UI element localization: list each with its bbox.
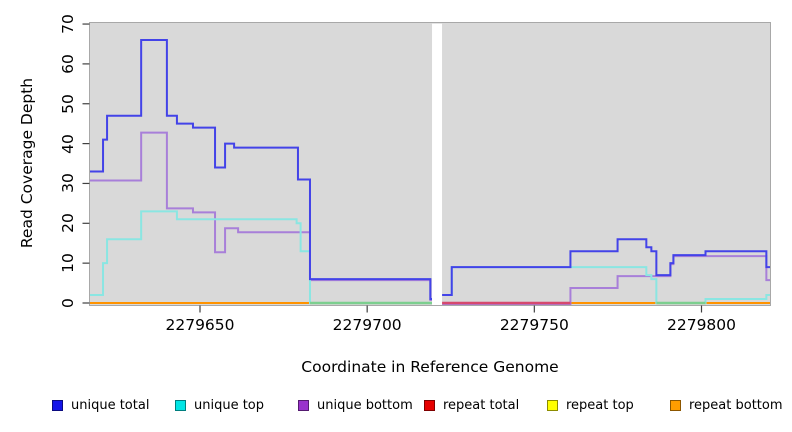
- y-tick-label: 50: [59, 93, 77, 114]
- series-line-unique-total: [442, 238, 771, 297]
- x-tick-label: 2279700: [332, 316, 402, 334]
- y-tick-label: 70: [59, 14, 77, 34]
- x-tick-label: 2279650: [165, 316, 235, 334]
- x-tick-label: 2279800: [666, 316, 737, 334]
- plot-panel: [89, 22, 771, 306]
- y-axis-title: Read Coverage Depth: [18, 77, 36, 249]
- y-tick-label: 60: [59, 54, 77, 74]
- y-tick-label: 0: [59, 298, 77, 308]
- y-tick-label: 40: [59, 133, 77, 154]
- x-tick-label: 2279750: [499, 316, 569, 334]
- series-line-unique-top: [89, 210, 433, 304]
- plot-panel-border: [89, 22, 771, 306]
- y-tick-label: 10: [59, 253, 77, 274]
- x-axis-title: Coordinate in Reference Genome: [301, 358, 559, 376]
- y-tick-label: 20: [59, 213, 77, 234]
- series-line-unique-total: [89, 38, 433, 301]
- masked-region: [432, 23, 443, 306]
- y-tick-label: 30: [59, 173, 77, 194]
